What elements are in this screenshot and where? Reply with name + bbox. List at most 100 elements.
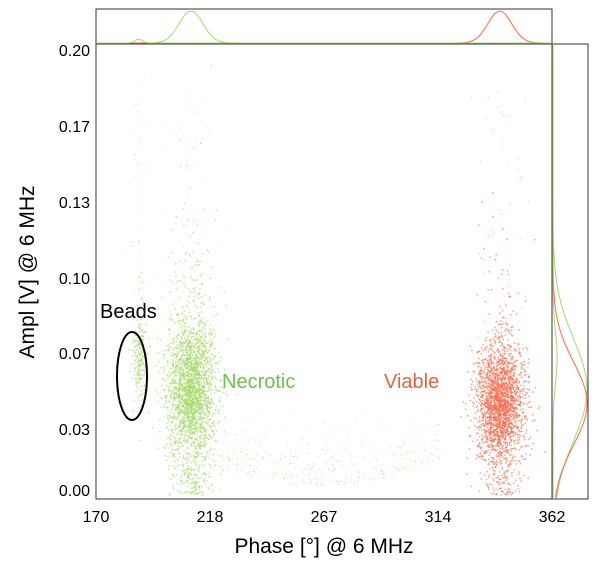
data-point <box>491 467 494 469</box>
data-point <box>266 451 268 453</box>
data-point <box>525 429 527 431</box>
data-point <box>490 406 492 408</box>
data-point <box>488 428 490 431</box>
data-point <box>187 382 190 385</box>
data-point <box>532 442 534 445</box>
data-point <box>467 371 469 373</box>
data-point <box>200 377 203 379</box>
data-point <box>204 365 206 367</box>
data-point <box>210 339 212 341</box>
data-point <box>501 379 503 382</box>
data-point <box>179 361 181 364</box>
data-point <box>490 289 493 291</box>
data-point <box>477 396 479 398</box>
data-point <box>199 393 201 395</box>
data-point <box>497 427 499 429</box>
data-point <box>507 369 509 371</box>
data-point <box>178 387 180 389</box>
data-point <box>201 460 204 462</box>
data-point <box>166 349 168 351</box>
data-point <box>497 442 499 444</box>
data-point <box>499 337 501 339</box>
data-point <box>173 399 176 401</box>
data-point <box>187 407 190 409</box>
data-point <box>308 472 310 474</box>
data-point <box>204 346 207 348</box>
data-point <box>485 419 487 422</box>
data-point <box>197 260 199 263</box>
data-point <box>208 438 210 441</box>
data-point <box>491 346 493 348</box>
data-point <box>493 398 496 400</box>
data-point <box>200 142 202 144</box>
data-point <box>484 401 486 403</box>
data-point <box>309 478 311 480</box>
data-point <box>210 399 212 401</box>
data-point <box>486 439 488 441</box>
data-point <box>524 417 526 419</box>
data-point <box>490 353 492 356</box>
data-point <box>181 442 183 445</box>
data-point <box>338 484 340 486</box>
data-point <box>190 276 192 278</box>
data-point <box>196 453 198 455</box>
data-point <box>485 482 487 485</box>
data-point <box>484 440 486 443</box>
data-point <box>505 471 508 473</box>
data-point <box>192 442 195 444</box>
data-point <box>163 368 165 371</box>
data-point <box>209 424 212 427</box>
data-point <box>222 405 224 407</box>
data-point <box>168 429 170 431</box>
data-point <box>207 251 210 253</box>
data-point <box>173 381 176 384</box>
data-point <box>183 386 185 388</box>
data-point <box>504 370 506 372</box>
data-point <box>204 399 207 401</box>
data-point <box>200 447 202 449</box>
data-point <box>205 372 207 374</box>
data-point <box>504 462 507 464</box>
data-point <box>500 409 502 412</box>
data-point <box>505 388 507 390</box>
data-point <box>515 397 517 400</box>
data-point <box>509 491 511 493</box>
data-point <box>212 341 214 344</box>
data-point <box>184 341 186 343</box>
data-point <box>501 466 504 469</box>
data-point <box>180 359 183 361</box>
data-point <box>496 406 498 408</box>
data-point <box>213 420 215 423</box>
data-point <box>486 412 488 414</box>
data-point <box>495 488 497 490</box>
data-point <box>326 465 328 467</box>
data-point <box>496 337 498 339</box>
data-point <box>185 385 187 387</box>
data-point <box>520 419 523 421</box>
data-point <box>172 341 174 344</box>
data-point <box>485 406 488 409</box>
data-point <box>205 456 207 458</box>
data-point <box>501 392 503 395</box>
data-point <box>207 320 209 322</box>
data-point <box>201 370 203 372</box>
data-point <box>206 362 208 364</box>
data-point <box>191 432 193 435</box>
data-point <box>508 403 510 406</box>
data-point <box>189 345 192 347</box>
data-point <box>488 376 490 379</box>
data-point <box>159 419 161 421</box>
data-point <box>188 422 190 424</box>
data-point <box>178 334 181 336</box>
data-point <box>466 457 468 460</box>
data-point <box>189 429 192 431</box>
data-point <box>194 403 196 405</box>
data-point <box>495 321 498 323</box>
data-point <box>493 336 496 338</box>
data-point <box>177 369 179 372</box>
data-point <box>182 332 185 334</box>
data-point <box>505 443 507 445</box>
data-point <box>173 465 175 468</box>
data-point <box>265 477 267 479</box>
data-point <box>516 359 518 362</box>
